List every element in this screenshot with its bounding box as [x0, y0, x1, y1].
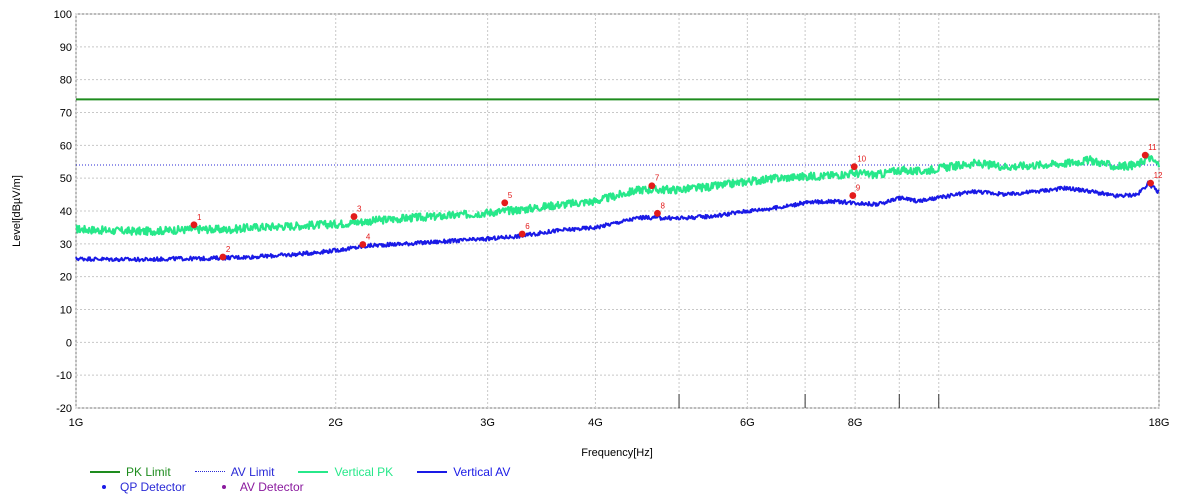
marker-label-7: 7: [655, 174, 660, 183]
marker-1: [190, 221, 198, 229]
x-tick-label: 2G: [328, 417, 343, 429]
y-tick-label: -10: [56, 370, 72, 382]
y-tick-label: 100: [54, 9, 72, 21]
legend-qp-detector: QP Detector: [90, 480, 186, 494]
legend-vertical-av-swatch: [417, 470, 448, 473]
legend-vertical-av: Vertical AV: [417, 465, 510, 479]
grid-lines: [75, 13, 1160, 409]
series-lines: [75, 153, 1161, 263]
marker-4: [359, 241, 367, 248]
legend-pk-limit: PK Limit: [90, 465, 171, 479]
legend-pk-limit-swatch: [90, 470, 120, 473]
marker-11: [1141, 151, 1149, 159]
legend-pk-limit-label: PK Limit: [126, 464, 171, 479]
y-tick-label: 40: [60, 206, 72, 218]
x-tick-label: 3G: [480, 417, 495, 429]
marker-label-3: 3: [357, 205, 362, 214]
x-axis-title: Frequency[Hz]: [581, 447, 653, 459]
marker-9: [849, 192, 857, 199]
y-tick-label: 80: [60, 75, 72, 87]
marker-label-12: 12: [1154, 171, 1163, 180]
marker-label-9: 9: [856, 184, 861, 193]
legend-vertical-av-label: Vertical AV: [453, 464, 511, 479]
y-tick-label: 60: [60, 140, 72, 152]
x-tick-label: 18G: [1149, 417, 1170, 429]
legend: PK Limit AV Limit Vertical PK Vertical A…: [90, 464, 534, 494]
marker-6: [518, 230, 526, 238]
legend-qp-detector-label: QP Detector: [120, 479, 186, 494]
legend-vertical-pk-label: Vertical PK: [334, 464, 394, 479]
y-axis-title: Level[dBµV/m]: [11, 175, 23, 247]
legend-av-limit: AV Limit: [194, 464, 275, 479]
x-tick-labels: 1G 2G 3G 4G 6G 8G 18G: [69, 417, 1170, 429]
x-tick-label: 8G: [848, 417, 863, 429]
y-tick-label: 70: [60, 108, 72, 120]
legend-row-lines: PK Limit AV Limit Vertical PK Vertical A…: [90, 464, 534, 479]
legend-av-detector: AV Detector: [210, 480, 304, 494]
series-vertical-av: [75, 180, 1160, 263]
legend-av-limit-label: AV Limit: [230, 464, 275, 479]
marker-label-4: 4: [366, 232, 371, 241]
legend-av-limit-swatch: [194, 471, 225, 472]
y-tick-label: 30: [60, 239, 72, 251]
marker-3: [350, 213, 358, 220]
marker-label-5: 5: [508, 191, 513, 200]
y-tick-label: 10: [60, 305, 72, 317]
y-tick-label: 0: [66, 337, 72, 349]
x-tick-label: 6G: [740, 417, 755, 429]
limit-lines: [76, 98, 1159, 166]
marker-8: [654, 209, 661, 217]
marker-label-2: 2: [226, 245, 231, 254]
y-tick-label: -20: [56, 403, 72, 415]
marker-12: [1147, 179, 1154, 187]
marker-label-11: 11: [1148, 143, 1157, 152]
marker-10: [850, 163, 858, 171]
marker-7: [648, 182, 656, 190]
legend-av-detector-label: AV Detector: [239, 479, 304, 494]
series-vertical-pk: [75, 153, 1161, 236]
y-tick-label: 50: [60, 173, 72, 185]
y-tick-label: 90: [60, 42, 72, 54]
marker-label-1: 1: [197, 213, 202, 222]
x-tick-label: 4G: [588, 417, 603, 429]
marker-label-10: 10: [857, 155, 866, 164]
y-tick-label: 20: [60, 272, 72, 284]
marker-5: [501, 199, 509, 207]
legend-vertical-pk-swatch: [298, 470, 329, 473]
legend-row-detectors: QP Detector AV Detector: [90, 479, 534, 494]
marker-2: [219, 253, 227, 261]
legend-vertical-pk: Vertical PK: [298, 465, 393, 479]
legend-qp-detector-dot: [102, 484, 106, 489]
marker-label-8: 8: [660, 201, 665, 210]
x-tick-label: 1G: [69, 417, 84, 429]
legend-av-detector-dot: [221, 484, 226, 489]
marker-label-6: 6: [525, 222, 530, 231]
